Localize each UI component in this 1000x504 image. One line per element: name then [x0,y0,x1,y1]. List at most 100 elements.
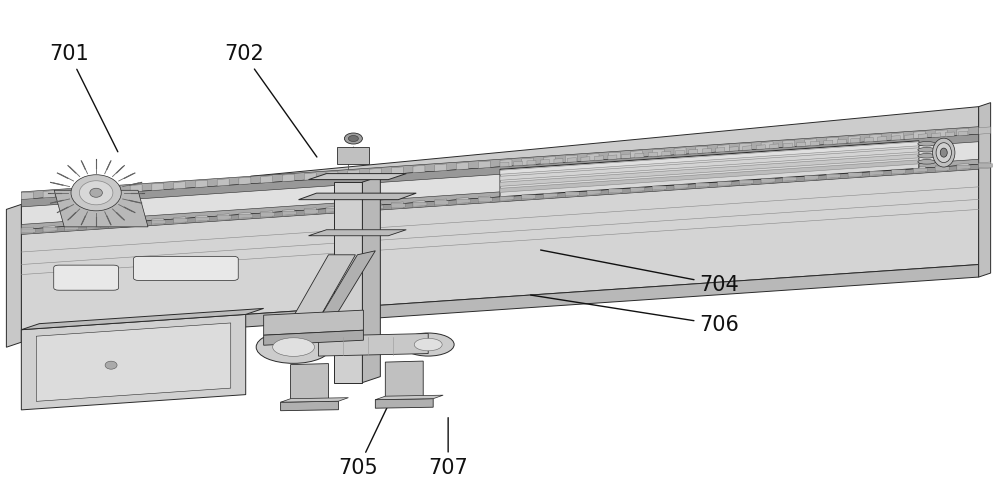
Polygon shape [500,148,919,180]
Ellipse shape [936,143,951,163]
Ellipse shape [90,188,102,197]
Polygon shape [824,140,833,145]
Polygon shape [21,164,979,330]
Polygon shape [718,180,730,186]
Polygon shape [152,220,166,224]
Polygon shape [304,208,316,215]
Polygon shape [957,129,969,136]
Polygon shape [435,164,447,171]
Polygon shape [935,167,949,171]
Polygon shape [761,142,773,149]
Polygon shape [783,143,792,148]
Polygon shape [716,148,725,152]
Polygon shape [435,199,447,206]
Polygon shape [261,211,273,218]
Polygon shape [281,398,348,402]
Polygon shape [239,212,251,219]
Polygon shape [544,192,555,199]
Ellipse shape [918,154,936,158]
Polygon shape [652,149,664,156]
Ellipse shape [933,138,955,167]
Polygon shape [761,178,775,182]
Polygon shape [500,162,509,167]
Ellipse shape [71,175,121,211]
FancyBboxPatch shape [54,265,119,290]
Polygon shape [375,399,433,408]
Polygon shape [609,189,623,193]
Polygon shape [805,174,817,180]
Polygon shape [299,193,416,200]
Polygon shape [594,156,603,160]
Polygon shape [217,216,231,220]
Text: 701: 701 [49,44,118,152]
Polygon shape [385,361,423,401]
Polygon shape [174,181,186,189]
Polygon shape [43,227,57,231]
Ellipse shape [72,176,120,210]
Polygon shape [631,185,643,193]
Polygon shape [878,137,887,141]
Polygon shape [674,148,686,155]
Polygon shape [544,157,555,164]
Polygon shape [195,215,207,222]
Polygon shape [304,210,318,214]
Polygon shape [304,173,316,180]
Polygon shape [391,204,405,208]
Polygon shape [500,195,512,202]
Polygon shape [21,227,33,234]
Polygon shape [513,161,522,166]
Polygon shape [435,201,449,205]
Polygon shape [21,229,35,233]
Polygon shape [108,186,120,194]
Text: 702: 702 [224,44,317,157]
Polygon shape [478,198,492,202]
Polygon shape [979,162,991,169]
Ellipse shape [91,190,101,196]
Polygon shape [739,180,753,184]
Polygon shape [456,199,470,203]
Polygon shape [837,139,846,144]
Polygon shape [108,223,122,227]
Polygon shape [935,165,947,172]
Ellipse shape [414,338,442,351]
Polygon shape [554,159,563,163]
Polygon shape [326,171,338,178]
Polygon shape [864,138,873,142]
Polygon shape [478,161,490,168]
Polygon shape [648,152,657,157]
Polygon shape [413,202,427,206]
Ellipse shape [348,136,358,142]
Polygon shape [500,159,512,167]
Polygon shape [251,107,979,189]
Polygon shape [870,134,882,142]
Polygon shape [174,219,188,223]
Polygon shape [261,176,273,183]
Polygon shape [631,151,643,158]
Polygon shape [261,213,275,217]
Polygon shape [87,187,99,195]
Polygon shape [918,134,927,138]
Polygon shape [848,173,862,177]
Polygon shape [848,136,860,143]
Polygon shape [565,155,577,162]
Polygon shape [348,205,360,212]
Ellipse shape [402,333,454,356]
Polygon shape [500,197,514,201]
Ellipse shape [918,142,936,146]
Polygon shape [54,191,148,227]
FancyBboxPatch shape [134,257,238,280]
Polygon shape [309,173,406,179]
Polygon shape [635,153,644,158]
Polygon shape [500,154,919,186]
Polygon shape [674,184,688,188]
Polygon shape [935,130,947,137]
Polygon shape [391,167,403,174]
Polygon shape [905,135,914,139]
Polygon shape [264,330,363,345]
Ellipse shape [79,181,113,205]
Polygon shape [609,187,621,194]
Polygon shape [756,145,765,149]
Polygon shape [565,190,577,197]
Polygon shape [130,220,142,227]
Polygon shape [21,134,979,207]
